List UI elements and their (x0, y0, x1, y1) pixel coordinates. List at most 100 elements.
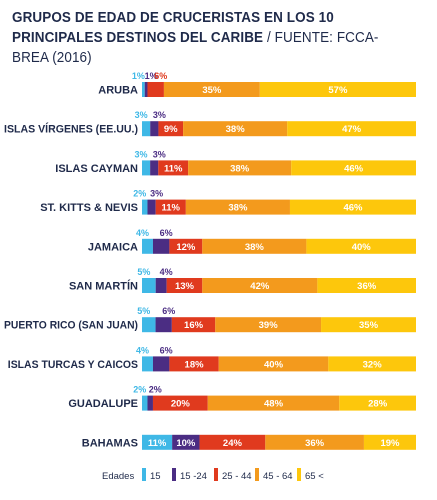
bar-segment (363, 434, 416, 450)
data-label: 38% (245, 242, 265, 253)
bar-segment (321, 317, 416, 333)
bar-segment (317, 278, 416, 293)
bar-segment (306, 238, 416, 254)
bar-segment (142, 121, 151, 137)
legend-swatch (214, 468, 218, 481)
category-label: GUADALUPE (68, 398, 138, 410)
bar-segment (147, 199, 156, 215)
data-label: 6% (160, 345, 173, 355)
legend-label: 45 - 64 (263, 471, 293, 482)
data-label: 3% (135, 149, 148, 159)
data-label: 4% (160, 267, 173, 277)
category-label: ISLAS TURCAS Y CAICOS (8, 359, 138, 371)
data-label: 3% (153, 149, 166, 159)
data-label: 39% (259, 320, 279, 331)
legend-swatch (297, 468, 301, 481)
data-label: 36% (357, 281, 377, 292)
bar-segment (171, 317, 216, 333)
data-label: 35% (359, 320, 379, 331)
data-label: 4% (136, 228, 149, 238)
chart-source: / FUENTE: FCCA-BREA (2016) (12, 30, 379, 66)
data-label: 3% (135, 110, 148, 120)
bar-segment (142, 238, 153, 254)
bar-segment (142, 317, 156, 333)
category-label: BAHAMAS (82, 437, 138, 449)
legend-label: 25 - 44 (222, 471, 252, 482)
bar-segment (158, 160, 189, 176)
bar-segment (163, 82, 260, 97)
legend-swatch (255, 468, 259, 481)
data-label: 11% (162, 203, 181, 214)
data-label: 47% (342, 124, 362, 135)
data-label: 28% (368, 399, 388, 410)
bar-segment (142, 278, 156, 293)
bar-segment (291, 160, 416, 176)
category-label: ARUBA (98, 85, 138, 97)
bar-segment (188, 160, 292, 176)
bar-segment (155, 278, 167, 293)
bar-segment (155, 317, 172, 333)
bar-segment (150, 121, 159, 137)
bar-segment (142, 160, 151, 176)
data-label: 48% (264, 399, 284, 410)
bar-segment (158, 121, 184, 137)
data-label: 36% (305, 438, 325, 449)
data-label: 16% (184, 320, 204, 331)
data-label: 2% (133, 189, 146, 199)
category-label: SAN MARTÍN (69, 280, 138, 293)
legend-label: 15 -24 (180, 471, 207, 482)
legend-swatch (142, 468, 146, 481)
bar-segment (215, 317, 322, 333)
data-label: 1% (132, 71, 145, 81)
bar-segment (169, 356, 219, 372)
bar-segment (259, 82, 416, 97)
data-label: 5% (137, 306, 150, 316)
data-label: 38% (228, 203, 248, 214)
bar-segment (147, 395, 153, 411)
bar-segment (152, 238, 170, 254)
data-label: 3% (150, 189, 163, 199)
category-label: ST. KITTS & NEVIS (40, 202, 138, 214)
bar-segment (218, 356, 329, 372)
data-label: 5% (137, 267, 150, 277)
legend-label: 65 < (305, 471, 324, 482)
bar-segment (207, 395, 340, 411)
bar-segment (202, 278, 318, 293)
bar-segment (152, 395, 208, 411)
chart-title: GRUPOS DE EDAD DE CRUCERISTAS EN LOS 10 … (12, 8, 403, 68)
data-label: 9% (164, 124, 178, 135)
bar-segment (166, 278, 203, 293)
data-label: 2% (133, 385, 146, 395)
legend-title: Edades (102, 471, 134, 482)
data-label: 18% (185, 359, 205, 370)
data-label: 1% (145, 71, 158, 81)
data-label: 46% (344, 163, 364, 174)
bar-segment (144, 82, 148, 97)
data-label: 12% (176, 242, 196, 253)
bar-segment (339, 395, 416, 411)
bar-segment (147, 82, 164, 97)
data-label: 40% (352, 242, 372, 253)
bar-segment (289, 199, 416, 215)
data-label: 40% (264, 359, 284, 370)
bar-segment (150, 160, 159, 176)
data-label: 19% (380, 438, 400, 449)
category-label: JAMAICA (88, 241, 138, 253)
data-label: 13% (175, 281, 195, 292)
data-label: 6% (160, 228, 173, 238)
bar-segment (265, 434, 364, 450)
data-label: 24% (223, 438, 243, 449)
bar-segment (142, 82, 145, 97)
bar-segment (142, 199, 148, 215)
legend-swatch (172, 468, 176, 481)
bar-segment (199, 434, 266, 450)
data-label: 10% (176, 438, 196, 449)
bar-segment (169, 238, 203, 254)
category-label: ISLAS CAYMAN (55, 163, 138, 175)
data-label: 4% (136, 345, 149, 355)
bar-segment (202, 238, 307, 254)
bar-segment (183, 121, 288, 137)
data-label: 38% (230, 163, 250, 174)
data-label: 11% (148, 438, 167, 449)
